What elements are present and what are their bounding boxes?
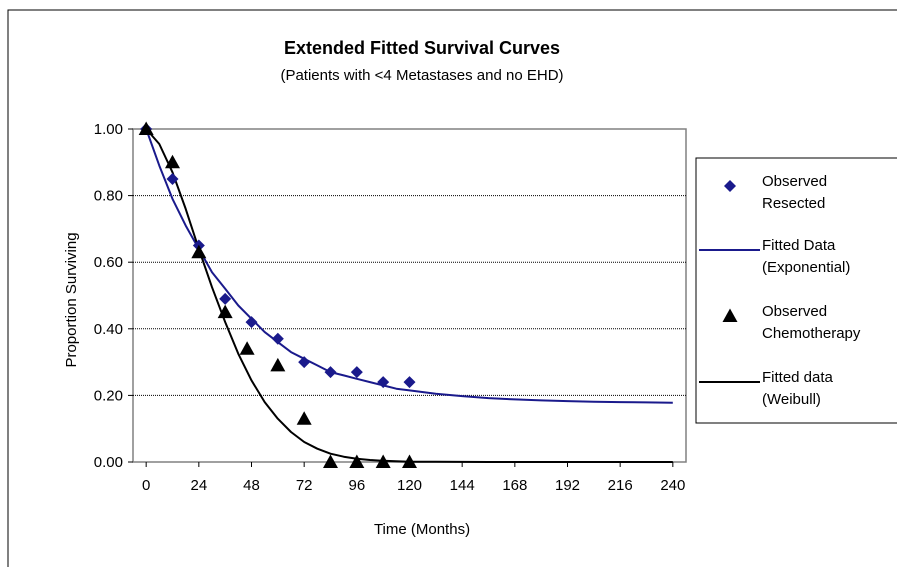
point-observed-chemotherapy: [375, 454, 391, 468]
x-tick-label: 192: [555, 477, 580, 494]
x-tick-label: 96: [348, 477, 365, 494]
point-observed-resected: [403, 376, 416, 389]
x-tick-label: 168: [502, 477, 527, 494]
line-fitted-data-exponential: [145, 128, 673, 404]
point-observed-resected: [324, 366, 337, 379]
chart-title: Extended Fitted Survival Curves: [284, 38, 560, 58]
point-observed-resected: [245, 316, 258, 329]
point-observed-resected: [377, 376, 390, 389]
legend-label: (Exponential): [762, 259, 850, 276]
legend-box: [695, 157, 897, 424]
y-tick-label: 0.60: [94, 254, 123, 271]
legend-label: Chemotherapy: [762, 325, 861, 342]
point-observed-resected: [271, 332, 284, 345]
legend-label: (Weibull): [762, 391, 821, 408]
y-tick-label: 0.00: [94, 454, 123, 471]
point-observed-chemotherapy: [239, 341, 255, 355]
point-observed-chemotherapy: [296, 411, 312, 425]
chart-subtitle: (Patients with <4 Metastases and no EHD): [280, 67, 563, 84]
x-tick-label: 216: [608, 477, 633, 494]
legend-diamond-icon: [724, 180, 736, 192]
y-tick-label: 0.40: [94, 321, 123, 338]
point-observed-chemotherapy: [323, 454, 338, 468]
x-tick-label: 72: [296, 477, 313, 494]
y-axis-ticks: 0.00 0.20 0.40 0.60 0.80 1.00: [94, 121, 133, 471]
x-tick-label: 48: [243, 477, 260, 494]
legend-label: Observed: [762, 173, 827, 190]
legend: Observed Resected Fitted Data (Exponential)…: [699, 173, 861, 408]
point-observed-chemotherapy: [138, 121, 154, 135]
x-tick-label: 120: [397, 477, 422, 494]
line-fitted-data-weibull: [145, 128, 673, 463]
y-tick-label: 0.20: [94, 387, 123, 404]
point-observed-chemotherapy: [270, 357, 286, 372]
y-tick-label: 0.80: [94, 188, 123, 205]
point-observed-chemotherapy: [191, 244, 207, 259]
point-observed-resected: [350, 366, 363, 379]
point-observed-resected: [166, 172, 179, 185]
y-axis-label: Proportion Surviving: [63, 232, 80, 367]
legend-label: Fitted Data: [762, 237, 836, 254]
point-observed-resected: [219, 292, 232, 305]
legend-label: Resected: [762, 195, 825, 212]
point-observed-resected: [298, 356, 311, 369]
x-tick-label: 0: [142, 477, 150, 494]
point-observed-chemotherapy: [402, 454, 417, 468]
x-tick-label: 24: [190, 477, 207, 494]
x-tick-label: 144: [450, 477, 475, 494]
point-observed-chemotherapy: [165, 154, 180, 169]
gridlines: [133, 195, 686, 396]
legend-label: Fitted data: [762, 369, 834, 386]
y-tick-label: 1.00: [94, 121, 123, 138]
legend-triangle-icon: [722, 308, 738, 322]
series-layer: [138, 121, 673, 468]
x-tick-label: 240: [660, 477, 685, 494]
legend-label: Observed: [762, 303, 827, 320]
point-observed-chemotherapy: [349, 454, 365, 468]
x-axis-label: Time (Months): [374, 521, 470, 538]
x-axis-ticks: 0 24 48 72 96 120 144 168 192 216 240: [142, 462, 685, 494]
point-observed-chemotherapy: [217, 304, 233, 319]
